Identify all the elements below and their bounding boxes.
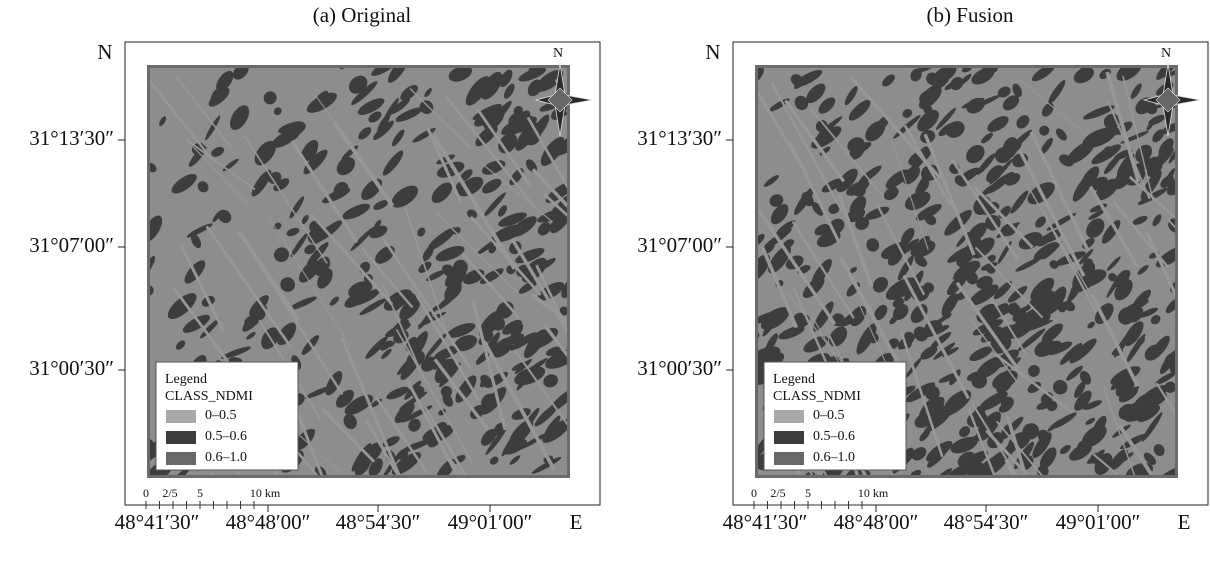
figure: (a) Original N E 31°13′30″ 31°07′00″ 31°00′30… [0, 0, 1210, 561]
scale-label: 5 [805, 486, 811, 500]
legend-swatch [774, 410, 804, 423]
map-panel: (b) Fusion N E 31°13′30″ 31°07′00″ 31°00′30″ 4… [637, 3, 1210, 561]
legend-title: Legend [165, 372, 207, 387]
panel-title: (a) Original [313, 3, 412, 27]
legend-item: 0.6–1.0 [205, 450, 247, 465]
scale-label: 0 [751, 486, 757, 500]
legend-item: 0–0.5 [813, 408, 845, 423]
north-label: N [705, 40, 720, 64]
lat-tick-label: 31°07′00″ [29, 233, 114, 257]
east-label: E [570, 510, 583, 534]
lon-tick-label: 48°54′30″ [944, 510, 1029, 534]
legend-swatch [166, 410, 196, 423]
lat-tick-label: 31°13′30″ [29, 126, 114, 150]
legend-swatch [166, 431, 196, 444]
legend-subtitle: CLASS_NDMI [165, 389, 253, 404]
panel-title: (b) Fusion [927, 3, 1014, 27]
lon-tick-label: 48°48′00″ [226, 510, 311, 534]
legend-swatch [774, 431, 804, 444]
map-panel: (a) Original N E 31°13′30″ 31°07′00″ 31°00′30… [29, 3, 631, 561]
map-image [137, 53, 631, 561]
lon-tick-label: 49°01′00″ [1056, 510, 1141, 534]
scale-label: 2/5 [162, 486, 177, 500]
lon-tick-label: 48°54′30″ [336, 510, 421, 534]
legend-subtitle: CLASS_NDMI [773, 389, 861, 404]
lon-tick-label: 48°41′30″ [723, 510, 808, 534]
legend-swatch [774, 452, 804, 465]
east-label: E [1178, 510, 1191, 534]
compass-label: N [553, 46, 563, 61]
scale-label: 2/5 [770, 486, 785, 500]
legend-item: 0.6–1.0 [813, 450, 855, 465]
lat-tick-label: 31°13′30″ [637, 126, 722, 150]
legend-item: 0.5–0.6 [205, 429, 247, 444]
map-image [743, 52, 1210, 561]
legend-title: Legend [773, 372, 815, 387]
legend-item: 0–0.5 [205, 408, 237, 423]
north-label: N [97, 40, 112, 64]
scale-label: 10 km [858, 486, 889, 500]
legend-item: 0.5–0.6 [813, 429, 855, 444]
lat-tick-label: 31°00′30″ [637, 356, 722, 380]
lat-tick-label: 31°07′00″ [637, 233, 722, 257]
map-streak [568, 148, 604, 243]
lat-tick-label: 31°00′30″ [29, 356, 114, 380]
compass-label: N [1161, 46, 1171, 61]
scale-label: 10 km [250, 486, 281, 500]
lon-tick-label: 49°01′00″ [448, 510, 533, 534]
scale-label: 5 [197, 486, 203, 500]
lon-tick-label: 48°41′30″ [115, 510, 200, 534]
legend-swatch [166, 452, 196, 465]
lon-tick-label: 48°48′00″ [834, 510, 919, 534]
scale-label: 0 [143, 486, 149, 500]
